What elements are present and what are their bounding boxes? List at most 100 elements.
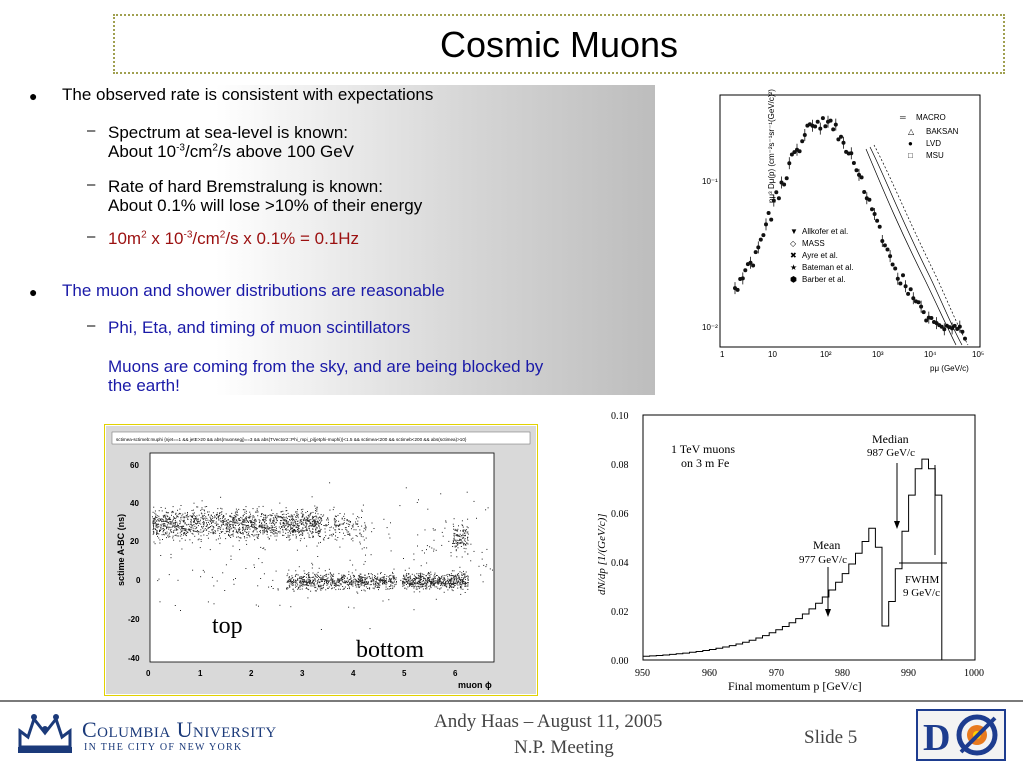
scatter-xtick: 1 [198, 669, 203, 678]
note-iron: on 3 m Fe [681, 456, 729, 470]
meeting-name: N.P. Meeting [514, 737, 614, 758]
spectrum-xtick: 10³ [872, 350, 884, 359]
scatter-frame [149, 452, 495, 663]
spectrum-xtick: 1 [720, 350, 725, 359]
sub-1-line2: About 10-3/cm2/s above 100 GeV [108, 142, 355, 161]
energy-xtick: 1000 [964, 668, 984, 679]
energy-frame [642, 414, 976, 661]
scatter-xlabel: muon ϕ [458, 680, 492, 690]
fwhm-value: 9 GeV/c [903, 587, 940, 599]
energy-histogram [642, 458, 949, 661]
scatter-ytick: -40 [128, 654, 140, 663]
d0-logo-icon: D [915, 708, 1007, 767]
energy-ylabel: dN/dp [1/(GeV/c)] [596, 513, 608, 595]
spectrum-xtick: 10⁴ [924, 350, 937, 359]
legend-symbol: △ [908, 127, 915, 136]
legend-symbol: ◇ [790, 239, 797, 248]
median-label: Median [872, 432, 909, 446]
mean-arrowhead [825, 609, 831, 617]
note-tev-muons: 1 TeV muons [671, 442, 735, 456]
sub-1-line1: Spectrum at sea-level is known: [108, 123, 348, 142]
legend-symbol: ▼ [790, 227, 798, 236]
dash-marker: – [87, 122, 96, 139]
energy-ytick: 0.02 [611, 607, 629, 618]
muon-energy-loss-plot: 0.10 0.08 0.06 0.04 0.02 0.00 950 960 97… [585, 405, 1000, 695]
mean-label: Mean [813, 538, 840, 552]
bullet-marker: ● [29, 88, 38, 104]
scatter-xtick: 4 [351, 669, 356, 678]
scatter-xtick: 5 [402, 669, 407, 678]
legend-symbol: □ [908, 151, 913, 160]
spectrum-ylabel: pμ³ Dμ(p) (cm⁻²s⁻¹sr⁻¹(GeV/c)²) [767, 89, 776, 203]
spectrum-xtick: 10 [768, 350, 777, 359]
energy-xtick: 960 [702, 668, 717, 679]
legend-allkofer: Allkofer et al. [802, 227, 848, 236]
scatter-data-points [152, 482, 493, 630]
mean-value: 977 GeV/c [799, 554, 847, 566]
svg-text:D: D [923, 717, 950, 759]
columbia-crown-icon [14, 707, 76, 762]
scatter-xtick: 0 [146, 669, 151, 678]
legend-baksan: BAKSAN [926, 127, 959, 136]
dash-marker: – [87, 317, 96, 334]
bullet-1-text: The observed rate is consistent with exp… [62, 85, 434, 104]
legend-ayre: Ayre et al. [802, 251, 838, 260]
scatter-ytick: 0 [136, 576, 141, 585]
legend-symbol: ⬢ [790, 275, 797, 284]
spectrum-xtick: 10⁵ [972, 350, 984, 359]
sub-3-line3: the earth! [108, 376, 180, 395]
columbia-name: Columbia University [82, 717, 277, 742]
label-bottom: bottom [356, 637, 424, 663]
legend-bateman: Bateman et al. [802, 263, 854, 272]
median-arrowhead [894, 521, 900, 529]
fwhm-label: FWHM [905, 574, 939, 586]
label-top: top [212, 613, 243, 639]
legend-lvd: LVD [926, 139, 941, 148]
energy-ytick: 0.06 [611, 509, 629, 520]
legend-msu: MSU [926, 151, 944, 160]
energy-xtick: 950 [635, 668, 650, 679]
title-box: Cosmic Muons [113, 14, 1005, 74]
scatter-ytick: 60 [130, 461, 139, 470]
energy-xtick: 980 [835, 668, 850, 679]
bullet-marker: ● [29, 284, 38, 300]
median-value: 987 GeV/c [867, 447, 915, 459]
sub-3-line2: Muons are coming from the sky, and are b… [108, 357, 544, 376]
spectrum-frame [719, 94, 981, 348]
text-panel [27, 85, 655, 395]
legend-symbol: ═ [899, 113, 906, 122]
legend-barber: Barber et al. [802, 275, 846, 284]
scatter-xtick: 6 [453, 669, 458, 678]
legend-symbol: ★ [790, 263, 797, 272]
columbia-subtitle: IN THE CITY OF NEW YORK [84, 742, 243, 753]
energy-xtick: 970 [769, 668, 784, 679]
energy-xlabel: Final momentum p [GeV/c] [728, 679, 862, 693]
sub-2-line2: About 0.1% will lose >10% of their energ… [108, 196, 423, 215]
scatter-ytick: -20 [128, 615, 140, 624]
slide-title: Cosmic Muons [439, 24, 679, 65]
legend-symbol: ● [908, 139, 913, 148]
dash-marker: – [87, 176, 96, 193]
energy-ytick: 0.00 [611, 656, 629, 667]
spectrum-data-points [733, 115, 967, 341]
slide-number: Slide 5 [804, 727, 858, 748]
sub-3-line1: Phi, Eta, and timing of muon scintillato… [108, 318, 411, 337]
scatter-ytick: 40 [130, 499, 139, 508]
spectrum-ytick: 10⁻² [702, 323, 718, 332]
rate-calculation: 10m2 x 10-3/cm2/s x 0.1% = 0.1Hz [108, 229, 360, 248]
legend-symbol: ✖ [790, 251, 797, 260]
energy-ytick: 0.08 [611, 460, 629, 471]
scatter-ytick: 20 [130, 537, 139, 546]
spectrum-xlabel: pμ (GeV/c) [930, 364, 969, 373]
scatter-ylabel: sctime A-BC (ns) [116, 514, 126, 586]
legend-mass: MASS [802, 239, 825, 248]
footer-divider [0, 700, 1023, 702]
spectrum-ytick: 10⁻¹ [702, 177, 718, 186]
scatter-header: sctimea-sctimeb:muphi {njet==1 && jetE>2… [116, 437, 467, 442]
scatter-xtick: 3 [300, 669, 305, 678]
muon-timing-scatter-plot: sctimea-sctimeb:muphi {njet==1 && jetE>2… [106, 426, 536, 694]
spectrum-theory-curves [865, 144, 969, 346]
scatter-xtick: 2 [249, 669, 254, 678]
energy-ytick: 0.10 [611, 411, 629, 422]
legend-macro: MACRO [916, 113, 946, 122]
